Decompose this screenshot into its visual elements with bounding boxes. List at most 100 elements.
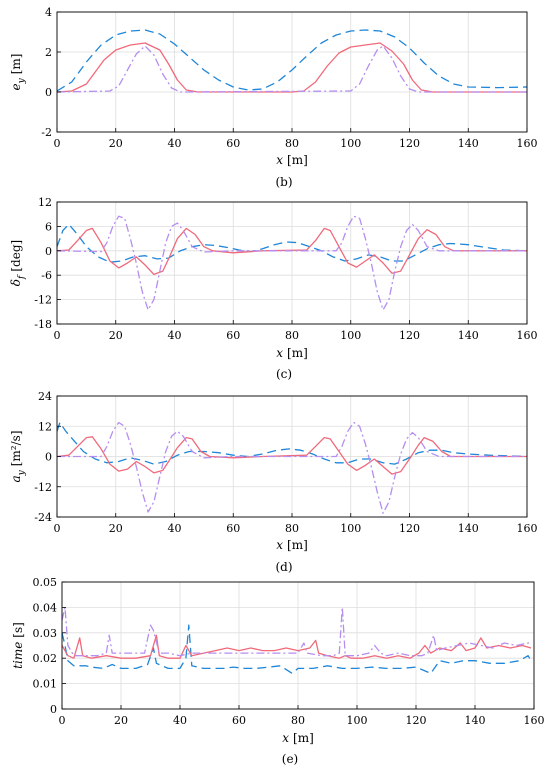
x-tick-label: 40	[173, 714, 187, 727]
y-tick-label: -24	[34, 511, 52, 524]
x-tick-label: 20	[109, 137, 123, 150]
panel-caption: (e)	[282, 752, 298, 766]
x-tick-label: 60	[226, 522, 240, 535]
y-tick-label: 0	[45, 86, 52, 99]
x-tick-label: 20	[109, 522, 123, 535]
x-tick-label: 0	[54, 137, 61, 150]
series-line-dashed	[57, 29, 527, 92]
y-tick-label: -6	[41, 269, 52, 282]
x-tick-label: 140	[458, 137, 479, 150]
series-line-solid	[57, 227, 527, 276]
y-tick-label: 0.03	[33, 627, 58, 640]
x-tick-label: 40	[168, 137, 182, 150]
x-tick-label: 140	[458, 329, 479, 342]
y-axis-label: ey [m]	[9, 54, 27, 91]
panel-caption: (b)	[275, 175, 292, 189]
x-tick-label: 0	[54, 329, 61, 342]
x-tick-label: 100	[340, 522, 361, 535]
y-axis-label: δf [deg]	[9, 240, 27, 286]
y-tick-label: 24	[38, 390, 52, 403]
series-line-dashed	[62, 624, 532, 675]
x-tick-label: 160	[524, 714, 545, 727]
x-axis-label: x [m]	[282, 731, 314, 745]
x-tick-label: 0	[54, 522, 61, 535]
x-axis-unit: [m]	[287, 538, 308, 552]
y-axis-label: time [s]	[11, 622, 25, 669]
x-tick-label: 120	[399, 329, 420, 342]
series-line-dashdot	[57, 215, 527, 311]
y-tick-label: 12	[38, 196, 52, 209]
x-tick-label: 140	[465, 714, 486, 727]
y-tick-label: 4	[45, 6, 52, 19]
y-axis-sub: y	[17, 77, 27, 84]
x-tick-label: 20	[114, 714, 128, 727]
series-line-dashed	[57, 223, 527, 263]
series-line-dashdot	[57, 421, 527, 514]
y-tick-label: 0	[50, 703, 57, 716]
x-axis-label: x [m]	[276, 153, 308, 167]
series-line-solid	[57, 42, 527, 93]
y-tick-label: -12	[34, 481, 52, 494]
x-tick-label: 140	[458, 522, 479, 535]
y-tick-label: 12	[38, 420, 52, 433]
panel-caption: (d)	[275, 560, 292, 574]
y-axis-unit: [deg]	[9, 240, 23, 272]
x-tick-label: 80	[285, 522, 299, 535]
x-axis-label: x [m]	[276, 538, 308, 552]
y-axis-unit: [m]	[9, 54, 23, 75]
panel-3: 0 20 40 60 80 100 120 140 160 0 0.01 0.02 0.03 0.04 0.…	[11, 576, 545, 766]
x-axis-var: x	[276, 346, 283, 360]
y-tick-label: 0.05	[33, 576, 58, 589]
y-axis-unit: [s]	[11, 622, 25, 638]
y-axis-sub: f	[17, 274, 27, 280]
x-axis-unit: [m]	[287, 346, 308, 360]
x-tick-label: 100	[340, 329, 361, 342]
y-axis-var: δ	[9, 279, 23, 286]
x-tick-label: 160	[517, 329, 538, 342]
x-axis-unit: [m]	[287, 153, 308, 167]
y-tick-label: 0	[45, 245, 52, 258]
panel-1: 0 20 40 60 80 100 120 140 160 -18 -12 -6 0 6 12 x [m] δf […	[9, 196, 538, 381]
x-tick-label: 160	[517, 137, 538, 150]
x-tick-label: 120	[399, 137, 420, 150]
y-tick-label: 0.01	[33, 678, 58, 691]
y-axis-unit: [m²/s]	[9, 430, 23, 466]
x-tick-label: 60	[232, 714, 246, 727]
x-axis-unit: [m]	[293, 731, 314, 745]
y-axis-var: a	[9, 475, 23, 482]
y-tick-label: -2	[41, 126, 52, 139]
x-tick-label: 60	[226, 137, 240, 150]
series-line-dashdot	[57, 45, 527, 93]
y-tick-label: 0.02	[33, 652, 58, 665]
y-tick-label: -12	[34, 294, 52, 307]
y-axis-var: e	[9, 83, 23, 90]
panel-caption: (c)	[276, 367, 292, 381]
y-tick-label: -18	[34, 318, 52, 331]
x-tick-label: 40	[168, 329, 182, 342]
y-axis-var: time	[11, 642, 25, 669]
x-tick-label: 80	[285, 329, 299, 342]
y-tick-label: 0.04	[33, 601, 58, 614]
series-line-dashdot	[62, 606, 531, 657]
y-axis-sub: y	[17, 469, 27, 476]
x-tick-label: 40	[168, 522, 182, 535]
x-tick-label: 100	[340, 137, 361, 150]
y-tick-label: 2	[45, 46, 52, 59]
x-tick-label: 60	[226, 329, 240, 342]
y-tick-label: 6	[45, 220, 52, 233]
x-axis-var: x	[276, 153, 283, 167]
x-tick-label: 120	[399, 522, 420, 535]
x-tick-label: 120	[406, 714, 427, 727]
x-axis-var: x	[276, 538, 283, 552]
x-tick-label: 0	[59, 714, 66, 727]
x-axis-label: x [m]	[276, 346, 308, 360]
y-tick-label: 0	[45, 451, 52, 464]
x-axis-var: x	[282, 731, 289, 745]
y-axis-label: ay [m²/s]	[9, 430, 27, 482]
x-tick-label: 100	[347, 714, 368, 727]
x-tick-label: 160	[517, 522, 538, 535]
x-tick-label: 20	[109, 329, 123, 342]
panel-2: 0 20 40 60 80 100 120 140 160 -24 -12 0 12 24 x [m] ay [m…	[9, 390, 538, 574]
